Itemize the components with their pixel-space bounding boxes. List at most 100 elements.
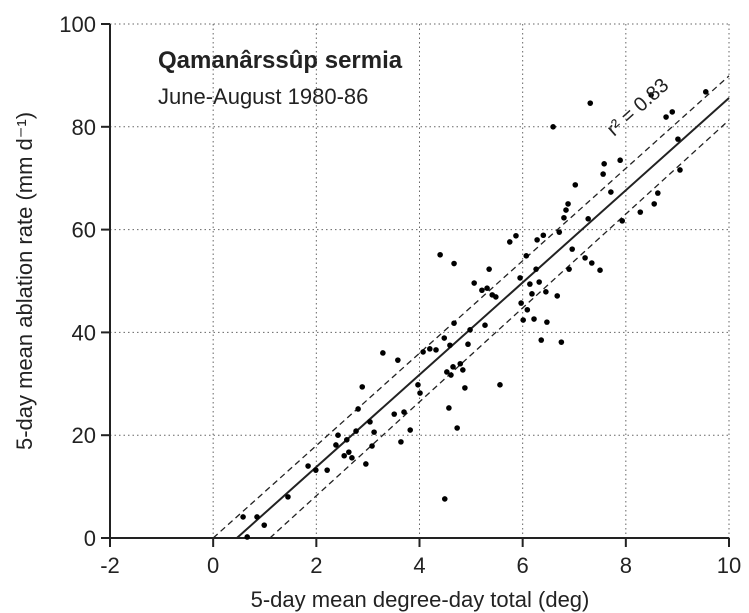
point: [493, 294, 499, 300]
point: [518, 300, 524, 306]
point: [444, 369, 450, 375]
x-axis-label: 5-day mean degree-day total (deg): [251, 587, 590, 612]
point: [550, 124, 556, 130]
y-axis-label: 5-day mean ablation rate (mm d⁻¹): [12, 112, 37, 450]
point: [353, 428, 359, 434]
point: [398, 439, 404, 445]
point: [524, 306, 531, 313]
point: [572, 182, 579, 188]
x-tick-label: 10: [717, 553, 741, 578]
x-tick-label: 6: [517, 553, 529, 578]
point: [254, 514, 260, 520]
point: [417, 390, 423, 396]
x-tick-label: 8: [620, 553, 632, 578]
point: [587, 100, 594, 106]
point: [544, 319, 550, 325]
point: [617, 157, 623, 164]
point: [675, 136, 681, 142]
point: [407, 427, 414, 433]
point: [471, 280, 477, 286]
point: [467, 327, 473, 333]
annotation: r² = 0.83: [603, 74, 674, 140]
point: [437, 251, 443, 258]
point: [523, 253, 530, 259]
x-tick-label: 4: [413, 553, 425, 578]
point: [285, 494, 291, 500]
point: [462, 385, 468, 391]
point: [313, 467, 319, 473]
point: [363, 461, 369, 467]
point: [341, 452, 347, 459]
point: [554, 293, 561, 299]
point: [543, 288, 549, 295]
y-tick-label: 80: [72, 115, 96, 140]
point: [465, 341, 471, 348]
point: [655, 190, 661, 196]
point: [244, 534, 251, 540]
point: [451, 260, 457, 267]
fit-line: [269, 119, 730, 539]
y-tick-label: 40: [72, 320, 96, 345]
point: [527, 281, 533, 287]
point: [565, 201, 571, 207]
point: [663, 114, 669, 120]
point: [637, 209, 644, 215]
point: [346, 449, 352, 455]
x-tick-label: 2: [310, 553, 322, 578]
point: [533, 266, 539, 272]
point: [457, 360, 464, 367]
point: [540, 232, 547, 239]
point: [648, 92, 654, 98]
point: [401, 409, 407, 415]
point: [597, 267, 603, 274]
point: [324, 467, 330, 473]
point: [677, 167, 683, 173]
point: [479, 287, 485, 294]
point: [538, 337, 545, 343]
point: [415, 382, 421, 388]
x-tick-label: 0: [207, 553, 219, 578]
point: [482, 322, 488, 329]
point: [380, 350, 386, 356]
point: [558, 339, 565, 345]
chart-subtitle: June-August 1980-86: [158, 84, 368, 109]
chart-title: Qamanârssûp sermia: [158, 47, 403, 74]
point: [531, 316, 537, 322]
point: [446, 405, 452, 411]
point: [534, 237, 540, 243]
point: [506, 239, 513, 245]
point: [566, 266, 572, 272]
point: [601, 161, 607, 167]
point: [451, 320, 457, 326]
point: [520, 317, 526, 323]
point: [343, 437, 350, 443]
point: [454, 425, 460, 431]
point: [441, 496, 448, 502]
point: [305, 463, 311, 469]
point: [349, 455, 355, 461]
point: [486, 266, 492, 272]
point: [359, 384, 366, 390]
point: [536, 279, 542, 285]
point: [651, 201, 658, 207]
point: [563, 207, 569, 213]
point: [513, 232, 519, 239]
x-tick-label: -2: [100, 553, 120, 578]
point: [333, 442, 339, 448]
point: [427, 346, 433, 352]
point: [529, 291, 535, 297]
point: [335, 432, 341, 439]
point: [371, 429, 377, 435]
point: [569, 246, 575, 252]
point: [420, 349, 426, 355]
point: [391, 411, 398, 417]
fit-line: [236, 97, 730, 539]
point: [600, 171, 606, 177]
point: [240, 514, 246, 520]
point: [433, 347, 439, 353]
point: [450, 364, 456, 370]
point: [702, 89, 709, 95]
point: [395, 357, 401, 363]
point: [484, 285, 490, 291]
